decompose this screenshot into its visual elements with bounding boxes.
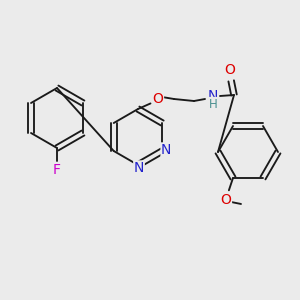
Text: N: N	[134, 161, 144, 175]
Text: O: O	[220, 193, 231, 207]
Text: H: H	[208, 98, 217, 110]
Text: O: O	[225, 63, 236, 77]
Text: F: F	[53, 163, 61, 177]
Text: N: N	[208, 89, 218, 103]
Text: O: O	[153, 92, 164, 106]
Text: N: N	[161, 143, 171, 157]
